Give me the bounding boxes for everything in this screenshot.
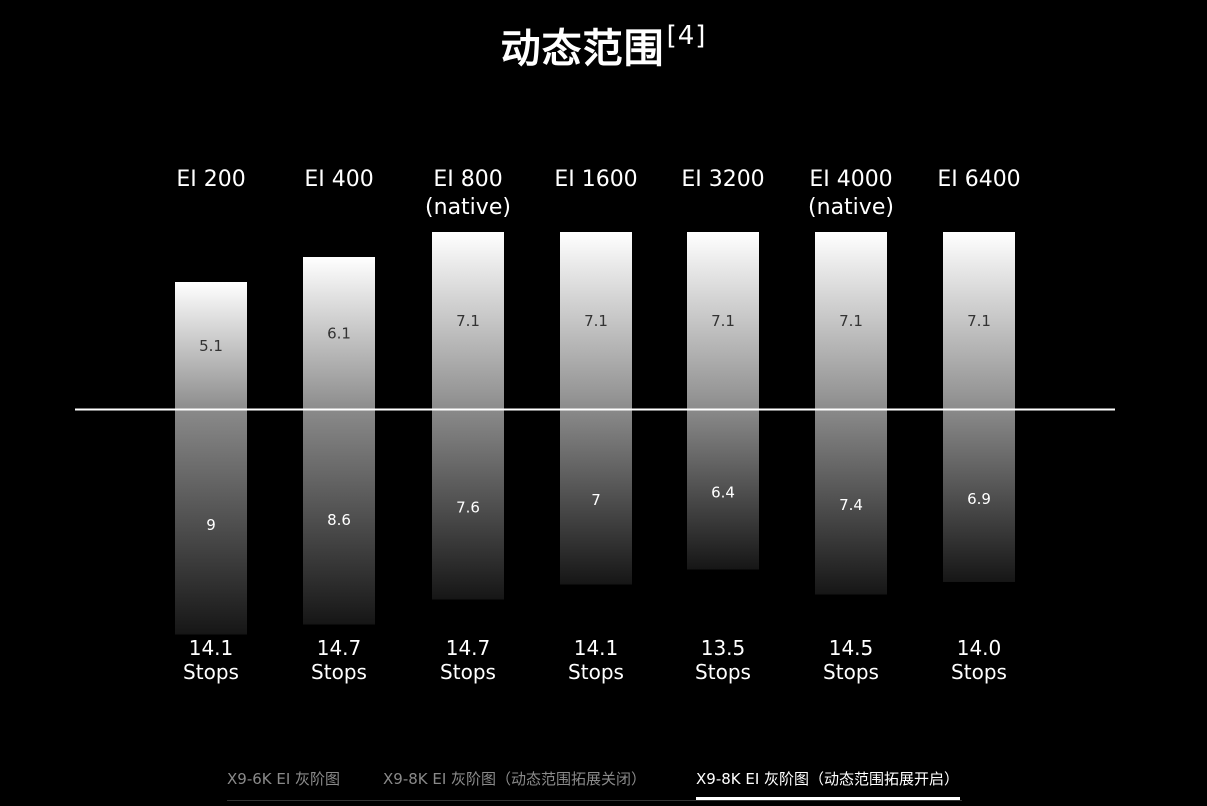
total-stops-value: 14.7	[317, 636, 362, 660]
total-stops-unit: Stops	[695, 660, 751, 684]
bar-highlight-stops	[175, 282, 247, 410]
total-stops-unit: Stops	[568, 660, 624, 684]
value-label-highlight: 7.1	[967, 312, 991, 330]
total-stops-value: 14.1	[189, 636, 234, 660]
category-label: EI 6400	[937, 167, 1020, 192]
total-stops-value: 14.7	[446, 636, 491, 660]
total-stops-unit: Stops	[311, 660, 367, 684]
bar-highlight-stops	[687, 232, 759, 410]
page-title-container: 动态范围[4]	[0, 16, 1207, 74]
value-label-highlight: 7.1	[839, 312, 863, 330]
category-label: EI 1600	[554, 167, 637, 192]
total-stops-value: 14.1	[574, 636, 619, 660]
bar-shadow-stops	[687, 409, 759, 570]
total-stops-unit: Stops	[823, 660, 879, 684]
category-label: (native)	[425, 195, 511, 220]
total-stops-value: 14.5	[829, 636, 874, 660]
bar-shadow-stops	[815, 409, 887, 595]
bar-shadow-stops	[432, 409, 504, 600]
category-label: EI 3200	[681, 167, 764, 192]
active-tab-indicator	[696, 797, 960, 800]
total-stops-unit: Stops	[440, 660, 496, 684]
value-label-shadow: 9	[206, 516, 216, 534]
value-label-shadow: 7	[591, 491, 601, 509]
bar-highlight-stops	[815, 232, 887, 410]
page-title-text: 动态范围	[500, 26, 665, 72]
value-label-shadow: 6.9	[967, 490, 991, 508]
value-label-shadow: 8.6	[327, 511, 351, 529]
chart-tabs: X9-6K EI 灰阶图 X9-8K EI 灰阶图（动态范围拓展关闭） X9-8…	[227, 756, 962, 801]
footnote-reference[interactable]: [4]	[666, 21, 707, 51]
page-title: 动态范围[4]	[500, 21, 707, 72]
category-label: EI 4000	[809, 167, 892, 192]
bar-highlight-stops	[432, 232, 504, 410]
tab-x9-6k[interactable]: X9-6K EI 灰阶图	[227, 770, 341, 788]
bar-shadow-stops	[303, 409, 375, 625]
total-stops-unit: Stops	[183, 660, 239, 684]
value-label-highlight: 7.1	[711, 312, 735, 330]
total-stops-unit: Stops	[951, 660, 1007, 684]
bar-highlight-stops	[303, 257, 375, 410]
bar-shadow-stops	[175, 409, 247, 635]
category-label: EI 200	[176, 167, 245, 192]
bars-layer	[175, 232, 1015, 635]
category-label: EI 800	[433, 167, 502, 192]
category-label: (native)	[808, 195, 894, 220]
bar-highlight-stops	[943, 232, 1015, 410]
bar-shadow-stops	[943, 409, 1015, 582]
total-stops-value: 13.5	[701, 636, 746, 660]
value-label-shadow: 6.4	[711, 484, 735, 502]
value-label-highlight: 5.1	[199, 337, 223, 355]
value-label-shadow: 7.6	[456, 499, 480, 517]
value-label-highlight: 7.1	[584, 312, 608, 330]
tab-x9-8k-extension-off[interactable]: X9-8K EI 灰阶图（动态范围拓展关闭）	[383, 770, 647, 788]
category-label: EI 400	[304, 167, 373, 192]
total-stops-value: 14.0	[957, 636, 1002, 660]
value-label-highlight: 7.1	[456, 312, 480, 330]
tab-x9-8k-extension-on[interactable]: X9-8K EI 灰阶图（动态范围拓展开启）	[696, 770, 960, 788]
bar-highlight-stops	[560, 232, 632, 410]
value-label-highlight: 6.1	[327, 324, 351, 342]
bar-shadow-stops	[560, 409, 632, 585]
value-label-shadow: 7.4	[839, 496, 863, 514]
